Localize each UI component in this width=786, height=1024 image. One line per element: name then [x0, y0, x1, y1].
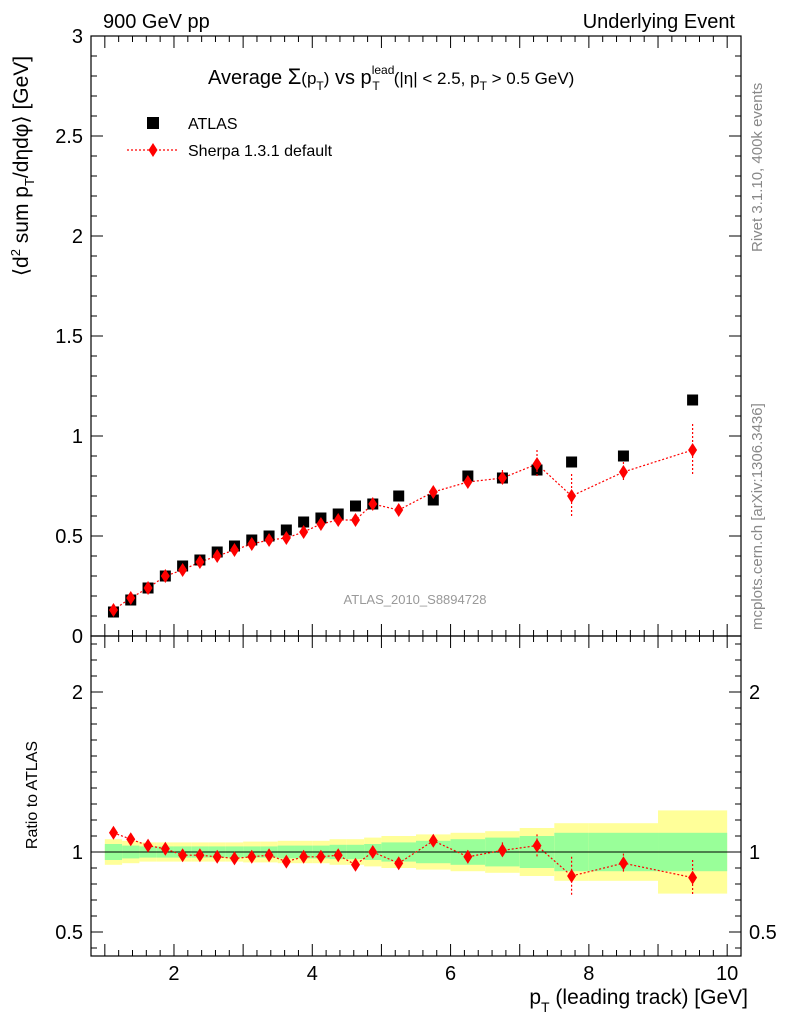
- mc-point: [160, 569, 170, 583]
- ratio-point: [368, 845, 378, 859]
- ratio-y-tick-label: 2: [72, 682, 83, 704]
- mc-point: [618, 465, 628, 479]
- mc-point: [368, 497, 378, 511]
- mc-point: [195, 555, 205, 569]
- ratio-point: [394, 856, 404, 871]
- ratio-point: [126, 832, 136, 847]
- ratio-point: [428, 833, 438, 848]
- mcplots-label: mcplots.cern.ch [arXiv:1306.3436]: [749, 403, 766, 630]
- mc-point: [428, 485, 438, 499]
- ratio-point: [567, 869, 577, 883]
- mc-point: [299, 525, 309, 539]
- mc-point: [688, 443, 698, 457]
- mc-point: [264, 533, 274, 547]
- mc-point: [108, 603, 118, 617]
- atlas-point: [393, 490, 405, 502]
- mc-point: [532, 457, 542, 471]
- atlas-point: [280, 524, 292, 536]
- mc-point: [394, 503, 404, 517]
- atlas-point: [298, 516, 310, 528]
- ratio-point: [108, 825, 118, 840]
- ratio-point: [195, 848, 205, 863]
- main-ylabel: ⟨d2 sum pT/dηdφ⟩ [GeV]: [8, 56, 37, 276]
- mc-point: [143, 581, 153, 595]
- mc-point: [567, 489, 577, 503]
- ratio-point: [333, 848, 343, 863]
- mc-line: [113, 449, 693, 611]
- ratio-point: [532, 838, 542, 853]
- legend-atlas-marker: [147, 117, 159, 129]
- legend: ATLAS Sherpa 1.3.1 default: [127, 116, 333, 160]
- main-y-tick-label: 3: [72, 26, 83, 48]
- x-tick-label: 6: [445, 963, 456, 985]
- ratio-point: [143, 838, 153, 853]
- ratio-point: [247, 849, 257, 864]
- mc-point: [316, 517, 326, 531]
- x-tick-label: 4: [307, 963, 318, 985]
- x-tick-label: 10: [716, 963, 738, 985]
- header-right: Underlying Event: [583, 11, 736, 33]
- x-tick-label: 2: [168, 963, 179, 985]
- ratio-y-tick-label: 1: [72, 842, 83, 864]
- main-y-tick-label: 1: [72, 426, 83, 448]
- main-plot-panel: 0 0.5 1 1.5 2 2.5 3 ⟨d2 sum pT/dηdφ⟩ [GeV] Ave…: [8, 26, 742, 648]
- atlas-point: [349, 500, 361, 512]
- mc-point: [497, 471, 507, 485]
- ratio-point: [264, 848, 274, 863]
- main-y-tick-label: 2.5: [55, 126, 83, 148]
- ratio-y-tick-label-right: 2: [749, 682, 760, 704]
- ratio-point: [316, 849, 326, 864]
- atlas-point: [427, 494, 439, 506]
- atlas-point: [687, 394, 699, 406]
- ratio-point: [688, 870, 698, 885]
- ratio-point: [229, 851, 239, 866]
- ratio-axis-ticks: 0.5 0.5 1 1 2 2 2 4 6 8 10: [55, 636, 777, 985]
- mc-point: [350, 513, 360, 527]
- atlas-point: [617, 450, 629, 462]
- mc-point: [463, 475, 473, 489]
- mc-point: [333, 513, 343, 527]
- ratio-point: [299, 849, 309, 864]
- ratio-y-tick-label-right: 0.5: [749, 922, 777, 944]
- legend-atlas-label: ATLAS: [188, 116, 238, 133]
- main-axis-ticks: 0 0.5 1 1.5 2 2.5 3: [55, 26, 741, 648]
- main-points: [107, 394, 699, 618]
- ratio-y-tick-label: 0.5: [55, 922, 83, 944]
- ratio-frame: [90, 635, 742, 957]
- ratio-point: [463, 849, 473, 864]
- ratio-point: [618, 856, 628, 871]
- mc-point: [126, 591, 136, 605]
- mc-point: [178, 563, 188, 577]
- main-y-tick-label: 0: [72, 626, 83, 648]
- main-y-tick-label: 2: [72, 226, 83, 248]
- atlas-point: [566, 456, 578, 468]
- ratio-point: [350, 857, 360, 872]
- ratio-point: [160, 841, 170, 856]
- ratio-y-tick-label-right: 1: [749, 842, 760, 864]
- legend-sherpa-marker: [148, 143, 158, 157]
- header-left: 900 GeV pp: [103, 11, 210, 33]
- x-axis-label: pT (leading track) [GeV]: [529, 986, 748, 1015]
- main-y-tick-label: 0.5: [55, 526, 83, 548]
- ratio-point: [212, 849, 222, 864]
- ratio-plot-panel: 0.5 0.5 1 1 2 2 2 4 6 8 10 Ratio to ATLAS: [24, 635, 777, 985]
- mc-point: [281, 531, 291, 545]
- mc-series-line: [113, 449, 693, 611]
- mc-point: [247, 537, 257, 551]
- ratio-point: [178, 848, 188, 863]
- main-y-tick-label: 1.5: [55, 326, 83, 348]
- ratio-point: [281, 854, 291, 869]
- legend-sherpa-label: Sherpa 1.3.1 default: [188, 143, 333, 160]
- ratio-points: [108, 825, 698, 896]
- main-title: Average Σ(pT) vs plead T (|η| < 2.5, pT > …: [208, 63, 574, 93]
- ratio-ylabel: Ratio to ATLAS: [24, 741, 41, 849]
- x-tick-label: 8: [583, 963, 594, 985]
- analysis-tag: ATLAS_2010_S8894728: [344, 592, 487, 607]
- mc-point: [229, 543, 239, 557]
- mc-point: [212, 549, 222, 563]
- rivet-label: Rivet 3.1.10, 400k events: [749, 83, 766, 252]
- ratio-point: [497, 843, 507, 858]
